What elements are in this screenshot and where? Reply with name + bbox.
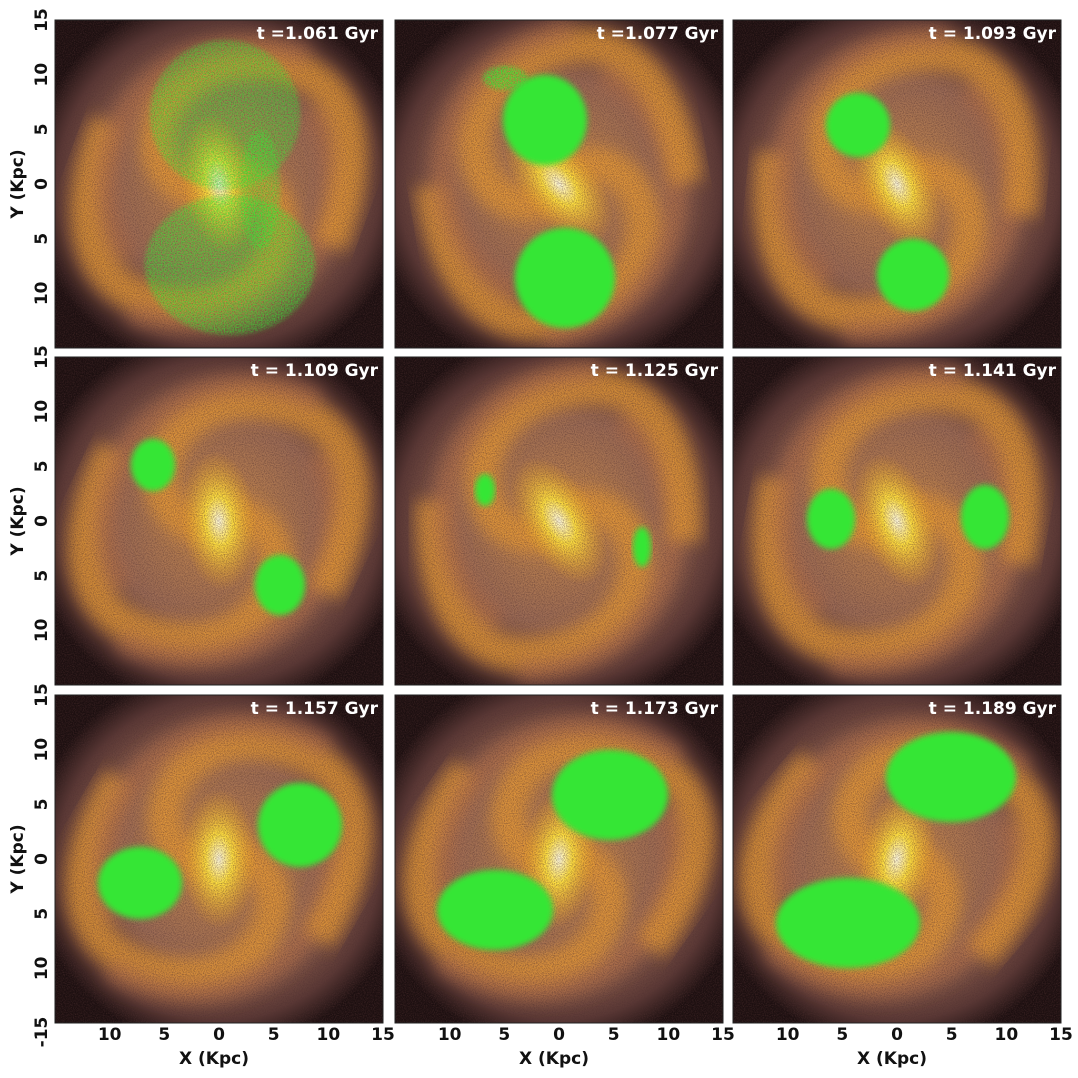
time-label: t = 1.141 Gyr xyxy=(929,361,1057,381)
y-tick-label: 15 xyxy=(32,8,52,32)
panel: t = 1.125 Gyr xyxy=(369,331,749,711)
grain xyxy=(395,357,723,685)
green-cloud xyxy=(240,130,280,250)
y-tick-label: 0 xyxy=(32,853,52,865)
green-cloud xyxy=(552,750,668,840)
y-tick-label: 5 xyxy=(32,123,52,135)
green-cloud xyxy=(131,439,175,491)
green-cloud xyxy=(807,489,855,549)
green-cloud xyxy=(776,878,920,968)
panel: t =1.077 Gyr xyxy=(369,0,749,374)
time-label: t = 1.125 Gyr xyxy=(591,361,719,381)
x-tick-label: 5 xyxy=(946,1025,958,1045)
y-tick-label: 5 xyxy=(32,233,52,245)
x-tick-label: 5 xyxy=(158,1025,170,1045)
grain xyxy=(733,695,1061,1023)
x-tick-label: 5 xyxy=(498,1025,510,1045)
green-cloud xyxy=(145,195,315,335)
time-label: t = 1.157 Gyr xyxy=(251,699,379,719)
y-tick-label: 5 xyxy=(32,798,52,810)
y-tick-label: 10 xyxy=(32,956,52,980)
time-label: t = 1.109 Gyr xyxy=(251,361,379,381)
time-label: t = 1.189 Gyr xyxy=(929,699,1057,719)
y-axis-label: Y (Kpc) xyxy=(8,486,28,556)
x-tick-label: 5 xyxy=(836,1025,848,1045)
y-tick-label: 10 xyxy=(32,63,52,87)
y-tick-label: 0 xyxy=(32,515,52,527)
y-tick-label: 10 xyxy=(32,618,52,642)
panel: t = 1.109 Gyr xyxy=(29,331,409,711)
green-cloud xyxy=(258,783,342,867)
x-tick-label: 5 xyxy=(268,1025,280,1045)
x-tick-label: 0 xyxy=(213,1025,225,1045)
grain xyxy=(733,357,1061,685)
y-tick-label: 0 xyxy=(32,178,52,190)
time-label: t = 1.173 Gyr xyxy=(591,699,719,719)
grain xyxy=(55,695,383,1023)
y-tick-label: 15 xyxy=(32,345,52,369)
time-label: t =1.061 Gyr xyxy=(257,24,379,44)
panel: t = 1.157 Gyr xyxy=(29,666,409,1051)
green-cloud xyxy=(633,527,651,567)
y-tick-label: 15 xyxy=(32,683,52,707)
y-tick-label: 10 xyxy=(32,400,52,424)
grain xyxy=(55,357,383,685)
green-cloud xyxy=(255,555,305,615)
x-tick-label: 15 xyxy=(1049,1025,1073,1045)
x-axis-label: X (Kpc) xyxy=(519,1049,589,1069)
x-tick-label: 10 xyxy=(316,1025,340,1045)
y-axis-label: Y (Kpc) xyxy=(8,149,28,219)
x-tick-label: 10 xyxy=(438,1025,462,1045)
x-axis-label: X (Kpc) xyxy=(857,1049,927,1069)
x-tick-label: 0 xyxy=(553,1025,565,1045)
green-cloud xyxy=(475,474,495,506)
panel: t = 1.189 Gyr xyxy=(705,663,1078,1054)
x-axis-label: X (Kpc) xyxy=(179,1049,249,1069)
green-cloud xyxy=(886,732,1016,822)
y-tick-label: 10 xyxy=(32,738,52,762)
y-tick-label: 5 xyxy=(32,570,52,582)
y-tick-label: 5 xyxy=(32,908,52,920)
green-cloud xyxy=(961,485,1009,549)
panel: t = 1.141 Gyr xyxy=(707,331,1078,711)
x-tick-label: 10 xyxy=(776,1025,800,1045)
x-tick-label: 10 xyxy=(994,1025,1018,1045)
y-tick-label: -15 xyxy=(32,1017,52,1048)
green-cloud xyxy=(483,66,527,90)
y-tick-label: 5 xyxy=(32,460,52,472)
x-tick-label: 5 xyxy=(608,1025,620,1045)
x-tick-label: 10 xyxy=(98,1025,122,1045)
x-tick-label: 0 xyxy=(891,1025,903,1045)
green-cloud xyxy=(826,93,890,157)
green-cloud xyxy=(437,870,553,950)
time-label: t =1.077 Gyr xyxy=(597,24,719,44)
panel: t = 1.173 Gyr xyxy=(369,664,749,1054)
green-cloud xyxy=(877,239,949,311)
green-cloud xyxy=(98,847,182,919)
green-cloud xyxy=(515,228,615,328)
x-tick-label: 15 xyxy=(711,1025,735,1045)
y-tick-label: 10 xyxy=(32,281,52,305)
grain xyxy=(395,695,723,1023)
x-tick-label: 15 xyxy=(371,1025,395,1045)
time-label: t = 1.093 Gyr xyxy=(929,24,1057,44)
panel: t =1.061 Gyr xyxy=(29,0,409,374)
figure: t =1.061 Gyr t =1.077 Gyr t = 1.093 Gyr t =… xyxy=(0,0,1078,1074)
panel: t = 1.093 Gyr xyxy=(707,0,1078,374)
y-axis-label: Y (Kpc) xyxy=(8,824,28,894)
x-tick-label: 10 xyxy=(656,1025,680,1045)
